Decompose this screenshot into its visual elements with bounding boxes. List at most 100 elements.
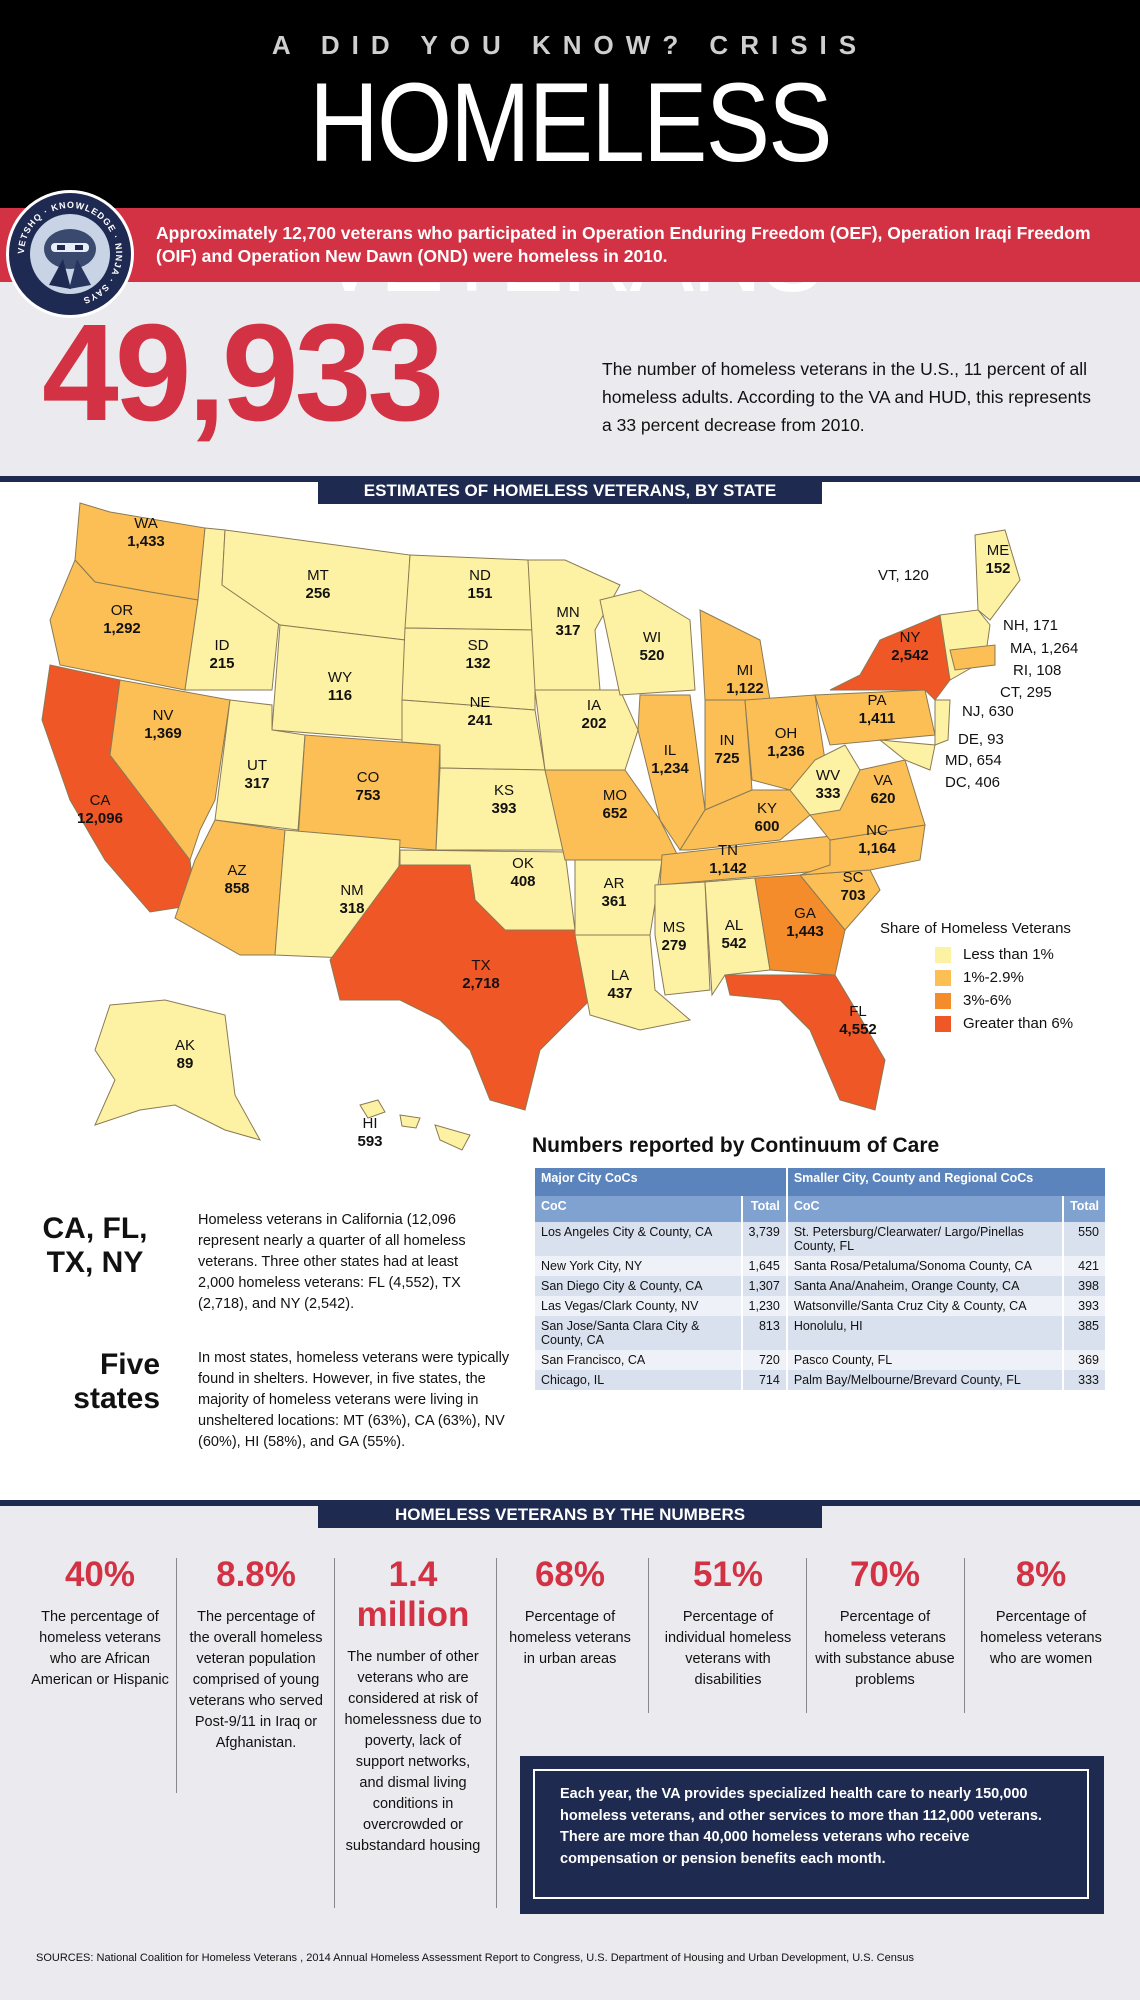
small-state-label: RI, 108 — [1013, 662, 1061, 679]
coc-table: Major City CoCs Smaller City, County and… — [535, 1168, 1105, 1390]
state-abbr-sc: SC — [843, 869, 864, 886]
legend-label: 3%-6% — [963, 992, 1012, 1009]
state-abbr-ia: IA — [587, 697, 601, 714]
coc-total-cell: 369 — [1063, 1350, 1105, 1370]
state-abbr-mo: MO — [603, 787, 627, 804]
coc-name-cell: Watsonville/Santa Cruz City & County, CA — [786, 1296, 1065, 1316]
stat-value: 8% — [1015, 1555, 1067, 1594]
state-value-nd: 151 — [467, 585, 492, 602]
state-abbr-nm: NM — [340, 882, 363, 899]
sources-text: SOURCES: National Coalition for Homeless… — [36, 1952, 914, 1964]
coc-total-cell: 385 — [1063, 1316, 1105, 1350]
map-section-label: ESTIMATES OF HOMELESS VETERANS, BY STATE — [318, 478, 822, 504]
state-value-ks: 393 — [491, 800, 516, 817]
coc-total-cell: 3,739 — [741, 1222, 788, 1256]
state-value-mo: 652 — [602, 805, 627, 822]
callout-heading-ca-fl-tx-ny: CA, FL, TX, NY — [42, 1212, 148, 1279]
state-abbr-wv: WV — [816, 767, 840, 784]
state-value-sd: 132 — [465, 655, 490, 672]
state-value-mn: 317 — [555, 622, 580, 639]
state-shape-wv — [789, 744, 861, 816]
legend-label: 1%-2.9% — [963, 969, 1024, 986]
small-state-label: VT, 120 — [878, 567, 929, 584]
state-value-pa: 1,411 — [859, 710, 896, 727]
table-row: Los Angeles City & County, CA 3,739 St. Pe… — [535, 1222, 1105, 1256]
state-shape-me — [974, 529, 1021, 621]
state-value-ut: 317 — [244, 775, 269, 792]
table-group-header-row: Major City CoCs Smaller City, County and… — [535, 1168, 1105, 1196]
state-value-fl: 4,552 — [839, 1021, 877, 1038]
state-shape-al — [704, 877, 771, 997]
table-row: New York City, NY 1,645 Santa Rosa/Petalum… — [535, 1256, 1105, 1276]
coc-name-cell: Los Angeles City & County, CA — [535, 1222, 743, 1256]
state-abbr-oh: OH — [775, 725, 798, 742]
state-value-ia: 202 — [581, 715, 606, 732]
state-shape-ny — [829, 614, 951, 701]
state-abbr-wy: WY — [328, 669, 352, 686]
stat-item: 68% Percentage of homeless veterans in u… — [504, 1555, 636, 1670]
column-header-coc: CoC — [786, 1196, 1065, 1222]
state-abbr-ok: OK — [512, 855, 534, 872]
column-header-coc: CoC — [535, 1196, 743, 1222]
state-value-wa: 1,433 — [127, 533, 165, 550]
stat-value: 1.4 million — [356, 1555, 470, 1634]
stat-item: 8% Percentage of homeless veterans who a… — [972, 1555, 1110, 1670]
state-abbr-nd: ND — [469, 567, 491, 584]
coc-name-cell: St. Petersburg/Clearwater/ Largo/Pinella… — [786, 1222, 1065, 1256]
coc-name-cell: Santa Ana/Anaheim, Orange County, CA — [786, 1276, 1065, 1296]
state-shapes — [41, 502, 1021, 1151]
stat-item: 51% Percentage of individual homeless ve… — [656, 1555, 800, 1691]
legend-items: Less than 1% 1%-2.9% 3%-6% Greater than 6% — [880, 943, 1120, 1035]
state-value-ky: 600 — [754, 818, 779, 835]
state-value-az: 858 — [224, 880, 249, 897]
stat-item: 8.8% The percentage of the overall homel… — [186, 1555, 326, 1754]
coc-total-cell: 398 — [1063, 1276, 1105, 1296]
state-abbr-ky: KY — [757, 800, 777, 817]
coc-total-cell: 1,645 — [741, 1256, 788, 1276]
state-value-wv: 333 — [815, 785, 840, 802]
coc-total-cell: 1,230 — [741, 1296, 788, 1316]
coc-name-cell: San Francisco, CA — [535, 1350, 743, 1370]
small-state-label: NH, 171 — [1003, 617, 1058, 634]
coc-table-body: Los Angeles City & County, CA 3,739 St. Pe… — [535, 1222, 1105, 1390]
coc-total-cell: 714 — [741, 1370, 788, 1390]
callout-text-ca-fl-tx-ny: Homeless veterans in California (12,096 … — [198, 1212, 466, 1312]
headline-stat-value: 49,933 — [42, 296, 444, 450]
state-value-or: 1,292 — [103, 620, 141, 637]
state-value-mt: 256 — [305, 585, 330, 602]
stat-divider — [648, 1558, 649, 1713]
state-abbr-or: OR — [111, 602, 134, 619]
coc-total-cell: 393 — [1063, 1296, 1105, 1316]
state-abbr-il: IL — [664, 742, 677, 759]
state-value-wy: 116 — [328, 687, 352, 704]
state-value-ny: 2,542 — [891, 647, 929, 664]
small-state-label: CT, 295 — [1000, 684, 1052, 701]
state-value-wi: 520 — [639, 647, 664, 664]
state-abbr-ak: AK — [175, 1037, 195, 1054]
stat-item: 70% Percentage of homeless veterans with… — [814, 1555, 956, 1691]
state-abbr-mi: MI — [737, 662, 754, 679]
coc-total-cell: 1,307 — [741, 1276, 788, 1296]
stat-description: Percentage of individual homeless vetera… — [664, 1609, 792, 1688]
state-abbr-tx: TX — [471, 957, 490, 974]
coc-total-cell: 421 — [1063, 1256, 1105, 1276]
small-state-labels: VT, 120 NH, 171 MA, 1,264 RI, 108 CT, 295 NJ,… — [878, 567, 1078, 791]
state-value-ca: 12,096 — [77, 810, 123, 827]
coc-name-cell: New York City, NY — [535, 1256, 743, 1276]
state-abbr-nc: NC — [866, 822, 888, 839]
state-abbr-id: ID — [215, 637, 230, 654]
stat-description: The number of other veterans who are con… — [344, 1649, 482, 1854]
numbers-section — [0, 1500, 1140, 2000]
state-abbr-ar: AR — [604, 875, 625, 892]
state-value-in: 725 — [714, 750, 739, 767]
ninja-icon: VETSHQ · KNOWLEDGE · NINJA · SAYS — [16, 200, 123, 306]
coc-total-cell: 550 — [1063, 1222, 1105, 1256]
legend-swatch — [935, 969, 951, 986]
state-abbr-la: LA — [611, 967, 629, 984]
callout-text-five-states: In most states, homeless veterans were t… — [198, 1350, 510, 1450]
legend-item: Less than 1% — [935, 943, 1120, 966]
state-abbr-az: AZ — [227, 862, 246, 879]
legend-item: 3%-6% — [935, 989, 1120, 1012]
legend-item: Greater than 6% — [935, 1012, 1120, 1035]
